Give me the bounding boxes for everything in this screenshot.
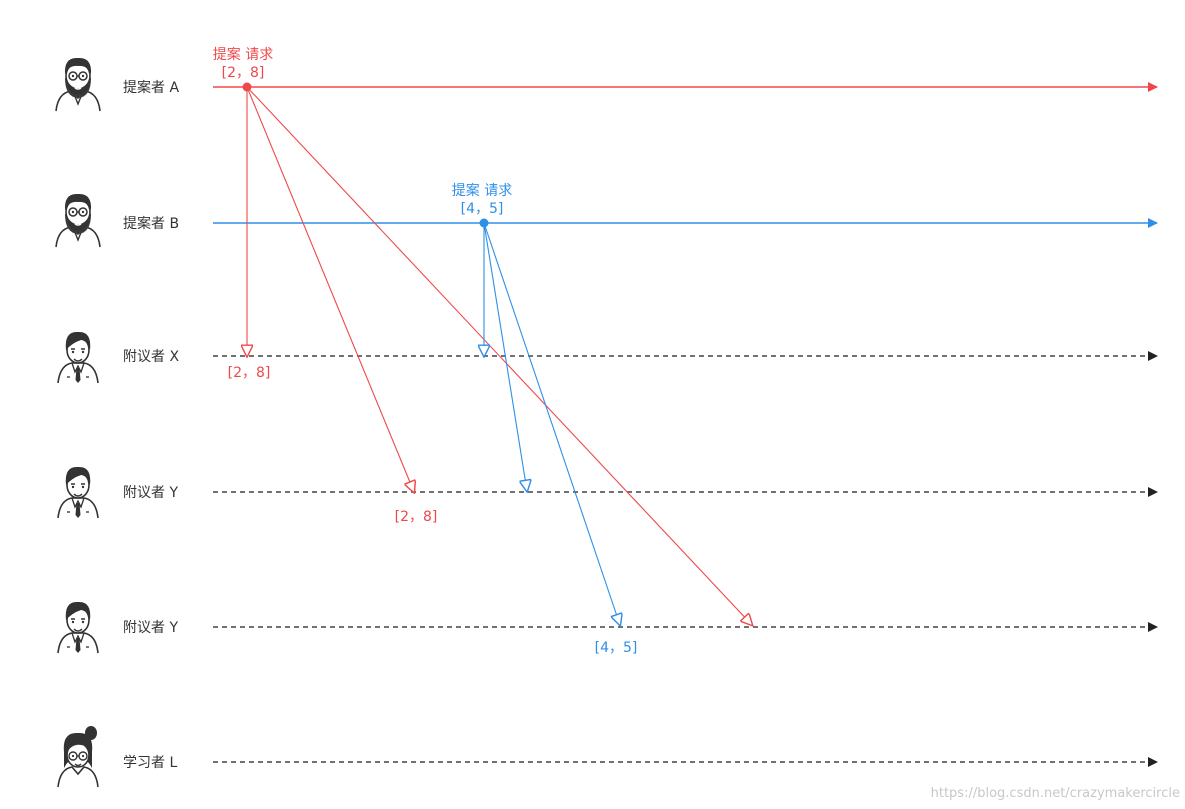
lane-acceptor-y-1: 附议者 Y	[57, 466, 1158, 519]
actor-label: 附议者 Y	[123, 485, 178, 501]
actor-label: 学习者 L	[123, 755, 177, 771]
arrival-label-y1: [2，8]	[395, 509, 438, 525]
lane-proposer-a: 提案者 A	[55, 57, 1158, 112]
request-title-a: 提案 请求	[213, 46, 273, 63]
message-arrow-b-to-y2	[483, 222, 620, 625]
message-arrow-a-to-y1	[246, 86, 414, 492]
lane-acceptor-y-2: 附议者 Y	[57, 601, 1158, 654]
arrival-label-x: [2，8]	[228, 365, 271, 381]
proposer-avatar-icon	[55, 57, 101, 112]
actor-label: 提案者 A	[123, 79, 179, 96]
actor-label: 提案者 B	[123, 215, 179, 232]
lane-acceptor-x: 附议者 X	[57, 331, 1158, 384]
acceptor-avatar-icon	[57, 331, 99, 384]
watermark: https://blog.csdn.net/crazymakercircle	[931, 786, 1180, 801]
request-title-b: 提案 请求	[452, 182, 512, 199]
message-arrow-a-to-y2	[246, 86, 752, 625]
acceptor-avatar-icon	[57, 466, 99, 519]
request-b-messages: 提案 请求 [4，5]	[452, 182, 620, 625]
request-a-messages: 提案 请求 [2，8]	[213, 46, 752, 625]
acceptor-avatar-icon	[57, 601, 99, 654]
actor-label: 附议者 Y	[123, 620, 178, 636]
request-point-a	[242, 82, 252, 92]
lane-proposer-b: 提案者 B	[55, 193, 1158, 248]
arrival-label-y2: [4，5]	[595, 640, 638, 656]
actor-label: 附议者 X	[123, 349, 179, 365]
learner-avatar-icon	[57, 725, 99, 788]
lane-learner-l: 学习者 L	[57, 725, 1158, 788]
message-arrow-b-to-y1	[483, 222, 527, 491]
proposer-avatar-icon	[55, 193, 101, 248]
request-point-b	[479, 218, 489, 228]
request-value-b: [4，5]	[461, 201, 504, 217]
request-value-a: [2，8]	[222, 65, 265, 81]
